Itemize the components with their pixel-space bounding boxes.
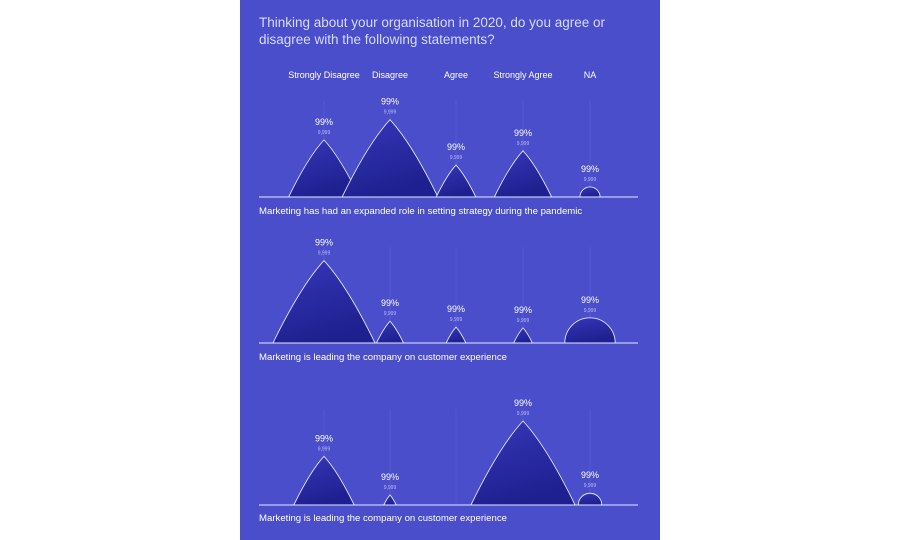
count-label-row2-col4: 9,999 [517, 318, 530, 324]
column-header-na: NA [583, 70, 597, 80]
count-label-row3-col2: 9,999 [384, 485, 397, 491]
count-label-row1-col5: 9,999 [584, 177, 597, 183]
percent-label-row2-col1: 99% [315, 238, 333, 248]
chart-panel: Thinking about your organisation in 2020… [240, 0, 660, 540]
dome-mark-row2-col5 [564, 317, 616, 344]
peak-mark-row1-col3 [435, 164, 477, 198]
percent-label-row1-col2: 99% [381, 97, 399, 107]
statement-label-1: Marketing has had an expanded role in se… [259, 206, 583, 217]
peak-mark-row1-col2 [341, 119, 439, 198]
peak-mark-row3-col1 [293, 455, 355, 506]
count-label-row1-col1: 9,999 [318, 130, 331, 136]
count-label-row2-col5: 9,999 [584, 308, 597, 314]
percent-label-row1-col5: 99% [581, 164, 599, 174]
count-label-row2-col3: 9,999 [450, 317, 463, 323]
count-label-row1-col2: 9,999 [384, 110, 397, 116]
count-label-row2-col1: 9,999 [318, 251, 331, 257]
column-header-agree: Agree [443, 70, 469, 80]
peak-mark-row3-col2 [383, 494, 397, 506]
percent-label-row2-col5: 99% [581, 295, 599, 305]
count-label-row3-col4: 9,999 [517, 411, 530, 417]
percent-label-row3-col1: 99% [315, 433, 333, 443]
percent-label-row3-col4: 99% [514, 398, 532, 408]
peak-mark-row2-col3 [445, 326, 467, 344]
peak-mark-row3-col4 [470, 420, 576, 506]
column-header-strongly-disagree: Strongly Disagree [288, 70, 360, 80]
percent-label-row2-col2: 99% [381, 298, 399, 308]
peak-mark-row2-col4 [512, 327, 534, 344]
percent-label-row1-col1: 99% [315, 117, 333, 127]
percent-label-row1-col4: 99% [514, 128, 532, 138]
count-label-row2-col2: 9,999 [384, 311, 397, 317]
count-label-row3-col5: 9,999 [584, 483, 597, 489]
percent-label-row1-col3: 99% [447, 142, 465, 152]
column-header-disagree: Disagree [371, 70, 409, 80]
dome-mark-row1-col5 [579, 186, 601, 198]
percent-label-row3-col5: 99% [581, 470, 599, 480]
percent-label-row2-col4: 99% [514, 305, 532, 315]
count-label-row3-col1: 9,999 [318, 446, 331, 452]
peak-mark-row2-col2 [375, 320, 405, 344]
chart-title: Thinking about your organisation in 2020… [259, 15, 605, 47]
count-label-row1-col4: 9,999 [517, 141, 530, 147]
statement-label-3: Marketing is leading the company on cust… [259, 513, 507, 524]
peak-mark-row2-col1 [272, 260, 376, 344]
chart-plot: 99% 9,999 99% 9,999 99% 9,999 99% 9,999 99% 9,999… [259, 97, 638, 506]
count-label-row1-col3: 9,999 [450, 155, 463, 161]
column-header-strongly-agree: Strongly Agree [493, 70, 553, 80]
peak-mark-row1-col4 [493, 150, 553, 198]
percent-label-row2-col3: 99% [447, 304, 465, 314]
dome-mark-row3-col5 [577, 492, 603, 506]
percent-label-row3-col2: 99% [381, 472, 399, 482]
statement-label-2: Marketing is leading the company on cust… [259, 352, 507, 363]
